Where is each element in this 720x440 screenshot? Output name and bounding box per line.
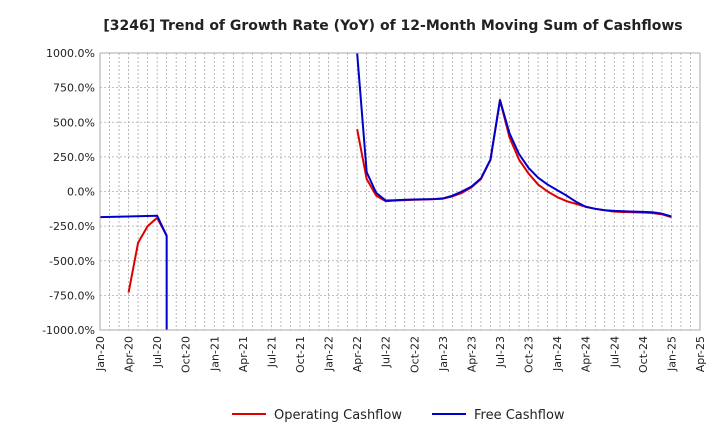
x-tick-label: Jan-24 [551,336,564,372]
x-tick-label: Apr-23 [465,336,478,372]
y-tick-label: -250.0% [49,220,95,233]
x-tick-label: Jul-20 [151,336,164,368]
x-tick-label: Apr-22 [351,336,364,372]
x-tick-label: Apr-21 [237,336,250,372]
legend-label: Operating Cashflow [274,408,402,423]
x-tick-label: Jan-25 [665,336,678,372]
y-tick-label: 0.0% [67,186,95,199]
x-tick-label: Oct-21 [294,336,307,373]
legend: Operating Cashflow Free Cashflow [232,408,565,423]
plot-border [99,52,701,331]
series-line-free-cashflow [356,53,672,218]
series-line-free-cashflow [100,214,168,330]
y-tick-label: -500.0% [49,255,95,268]
legend-label: Free Cashflow [474,408,565,423]
x-tick-label: Oct-20 [180,336,193,373]
x-tick-label: Jul-21 [265,336,278,368]
y-tick-label: 500.0% [53,116,95,129]
x-tick-label: Jul-23 [494,336,507,368]
x-tick-label: Jul-24 [608,336,621,368]
x-tick-label: Apr-20 [123,336,136,372]
x-tick-label: Jan-22 [323,336,336,372]
x-tick-label: Apr-25 [694,336,707,372]
series-group [100,53,672,330]
x-tick-label: Oct-23 [523,336,536,373]
y-tick-label: 250.0% [53,151,95,164]
x-tick-label: Jan-21 [208,336,221,372]
y-tick-label: 1000.0% [46,47,95,60]
y-tick-label: 750.0% [53,82,95,95]
y-axis: 1000.0% 750.0% 500.0% 250.0% 0.0% -250.0% -500… [42,47,95,337]
x-tick-label: Oct-22 [408,336,421,373]
x-tick-label: Oct-24 [637,336,650,373]
x-tick-label: Apr-24 [580,336,593,372]
x-tick-label: Jul-22 [380,336,393,368]
y-tick-label: -750.0% [49,289,95,302]
x-tick-label: Jan-20 [94,336,107,372]
y-tick-label: -1000.0% [42,324,95,337]
x-tick-label: Jan-23 [437,336,450,372]
x-axis: Jan-20 Apr-20 Jul-20 Oct-20 Jan-21 Apr-21 Jul-… [94,336,707,373]
chart-title: [3246] Trend of Growth Rate (YoY) of 12-… [103,18,682,34]
